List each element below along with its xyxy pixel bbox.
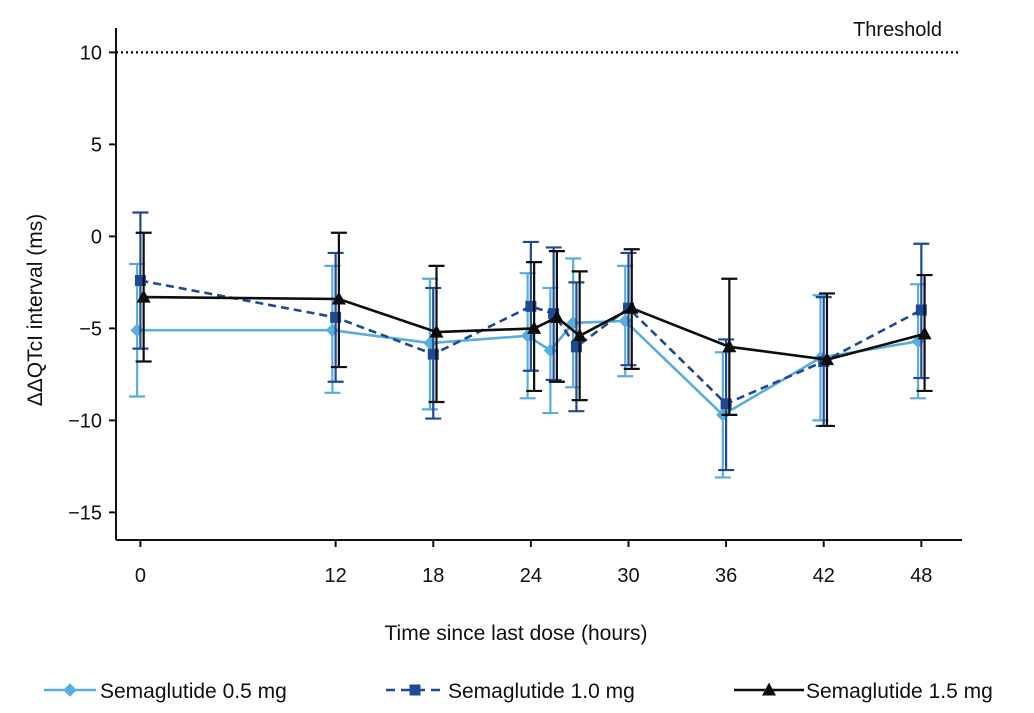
data-point: [549, 309, 564, 323]
data-point: [570, 341, 582, 353]
data-point: [819, 352, 834, 366]
data-point: [525, 300, 537, 312]
series-line: [137, 319, 919, 417]
legend-marker: [63, 683, 77, 697]
series-3: [135, 231, 933, 428]
series-line: [140, 279, 922, 406]
x-tick-label: 24: [520, 565, 542, 587]
y-tick-label: 0: [91, 226, 102, 248]
legend-item-2: Semaglutide 1.0 mg: [386, 680, 635, 703]
y-axis-title: ΔΔQTcI interval (ms): [24, 214, 47, 407]
legend-item-1: Semaglutide 0.5 mg: [44, 680, 287, 703]
data-point: [917, 326, 932, 340]
y-tick-label: 5: [91, 134, 102, 156]
x-tick-label: 42: [813, 565, 835, 587]
legend-label: Semaglutide 1.5 mg: [806, 680, 993, 703]
data-point: [429, 324, 444, 338]
series-line: [143, 295, 925, 362]
x-tick-label: 30: [617, 565, 639, 587]
x-axis-title: Time since last dose (hours): [385, 622, 648, 645]
x-tick-label: 0: [135, 565, 146, 587]
legend-label: Semaglutide 1.0 mg: [448, 680, 635, 703]
data-point: [915, 304, 927, 316]
data-point: [720, 398, 732, 410]
data-point: [427, 348, 439, 360]
data-point: [548, 308, 560, 320]
legend-label: Semaglutide 0.5 mg: [100, 680, 287, 703]
data-point: [527, 320, 542, 334]
data-point: [572, 328, 587, 342]
y-tick-label: −15: [68, 502, 102, 524]
y-tick-label: −5: [79, 318, 102, 340]
data-point: [722, 339, 737, 353]
series-2: [132, 211, 930, 472]
data-point: [136, 289, 151, 303]
legend-marker: [762, 682, 776, 696]
x-tick-label: 48: [910, 565, 932, 587]
series-1: [129, 257, 927, 479]
legend-item-3: Semaglutide 1.5 mg: [734, 680, 993, 703]
data-point: [330, 311, 342, 323]
y-tick-label: −10: [68, 410, 102, 432]
y-tick-label: 10: [80, 42, 102, 64]
x-tick-label: 12: [325, 565, 347, 587]
data-point: [624, 300, 639, 314]
x-tick-label: 36: [715, 565, 737, 587]
threshold-label: Threshold: [853, 19, 942, 41]
legend-marker: [409, 684, 421, 696]
data-point: [134, 275, 146, 287]
x-tick-label: 18: [422, 565, 444, 587]
data-point: [331, 291, 346, 305]
